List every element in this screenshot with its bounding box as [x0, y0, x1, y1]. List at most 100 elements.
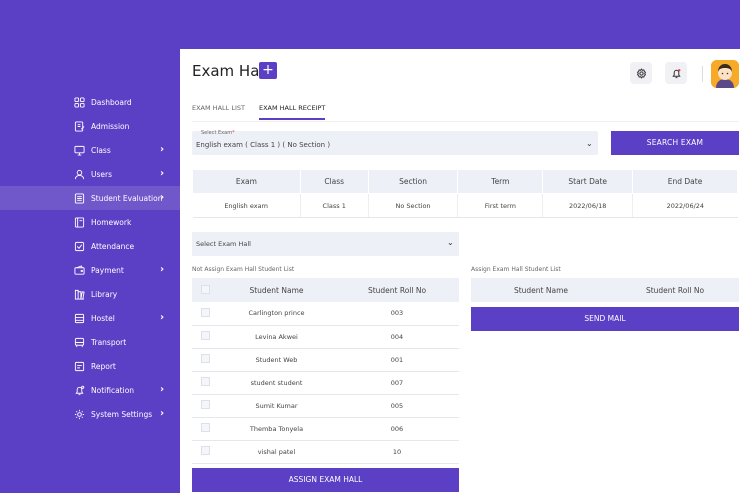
tab-exam-hall-receipt[interactable]: EXAM HALL RECEIPT	[258, 104, 326, 120]
class-icon	[74, 145, 85, 156]
sidebar-item-homework[interactable]: Homework	[0, 210, 180, 234]
table-row: Carlington prince 003	[192, 302, 459, 326]
tabs-divider	[192, 121, 738, 122]
row-checkbox[interactable]	[200, 331, 210, 340]
evaluation-icon	[74, 192, 85, 204]
table-cell: 2022/06/18	[542, 193, 634, 218]
tabs: EXAM HALL LIST EXAM HALL RECEIPT	[192, 104, 339, 120]
chevron-right-icon: ›	[160, 264, 165, 275]
assign-exam-hall-button[interactable]: ASSIGN EXAM HALL	[192, 468, 459, 492]
not-assigned-student-table: Student Name Student Roll No Carlington …	[192, 278, 459, 464]
settings-button[interactable]	[630, 62, 652, 84]
student-name: student student	[218, 371, 335, 395]
exam-hall-select[interactable]: Select Exam Hall ⌄	[192, 232, 459, 256]
add-exam-hall-button[interactable]: +	[259, 62, 277, 79]
table-row: student student 007	[192, 371, 459, 395]
sidebar-item-label: Attendance	[91, 241, 135, 251]
checkbox-cell	[192, 440, 218, 464]
checkbox-cell	[192, 348, 218, 372]
tab-exam-hall-list[interactable]: EXAM HALL LIST	[192, 104, 245, 112]
table-cell: English exam	[192, 193, 301, 218]
sidebar-item-attendance[interactable]: Attendance	[0, 234, 180, 258]
sidebar-item-system-settings[interactable]: System Settings ›	[0, 402, 180, 426]
table-cell: Class 1	[300, 193, 369, 218]
sidebar-item-label: Admission	[91, 121, 130, 131]
column-header: Student Name	[471, 278, 611, 302]
chevron-down-icon: ⌄	[586, 139, 593, 148]
chevron-right-icon: ›	[160, 408, 165, 419]
student-roll: 004	[335, 325, 459, 349]
chevron-right-icon: ›	[160, 192, 165, 203]
row-checkbox[interactable]	[200, 400, 210, 409]
table-header-row: Exam Class Section Term Start Date End D…	[192, 169, 738, 194]
table-row: Sumit Kumar 005	[192, 394, 459, 418]
sidebar-item-hostel[interactable]: Hostel ›	[0, 306, 180, 330]
sidebar-item-label: Report	[91, 361, 116, 371]
sidebar-item-label: Class	[91, 145, 111, 155]
sidebar-item-label: Transport	[91, 337, 127, 347]
sidebar-item-label: Library	[91, 289, 118, 299]
user-avatar-icon	[711, 60, 739, 88]
users-icon	[74, 169, 85, 180]
column-header: Class	[299, 169, 369, 194]
dashboard-icon	[74, 96, 85, 108]
row-checkbox[interactable]	[200, 354, 210, 363]
sidebar-item-library[interactable]: Library	[0, 282, 180, 306]
transport-icon	[74, 337, 85, 348]
settings-icon	[74, 409, 85, 420]
row-checkbox[interactable]	[200, 423, 210, 432]
sidebar-item-users[interactable]: Users ›	[0, 162, 180, 186]
table-cell: 2022/06/24	[632, 193, 738, 218]
bell-icon	[671, 64, 682, 83]
column-header: End Date	[632, 169, 738, 194]
sidebar-item-dashboard[interactable]: Dashboard	[0, 90, 180, 114]
column-header: Section	[367, 169, 459, 194]
sidebar-item-admission[interactable]: Admission	[0, 114, 180, 138]
header-divider	[702, 66, 703, 82]
row-checkbox[interactable]	[200, 446, 210, 455]
table-cell: No Section	[368, 193, 459, 218]
student-name: Student Web	[218, 348, 335, 372]
row-checkbox[interactable]	[200, 307, 210, 317]
student-name: Sumit Kumar	[218, 394, 335, 418]
row-checkbox[interactable]	[200, 377, 210, 386]
checkbox-cell	[192, 394, 218, 418]
main-panel: Exam Hall + EXAM HALL LIST EXAM HALL REC…	[180, 49, 740, 493]
student-roll: 10	[335, 440, 459, 464]
exam-select-label: Select Exam*	[201, 130, 235, 136]
sidebar-item-label: Users	[91, 169, 113, 179]
sidebar-item-payment[interactable]: Payment ›	[0, 258, 180, 282]
attendance-icon	[74, 241, 85, 252]
exam-select[interactable]: Select Exam* English exam ( Class 1 ) ( …	[192, 130, 598, 155]
table-row: Levina Akwei 004	[192, 325, 459, 349]
student-roll: 005	[335, 394, 459, 418]
sidebar-item-report[interactable]: Report	[0, 354, 180, 378]
library-icon	[74, 289, 85, 300]
sidebar-item-class[interactable]: Class ›	[0, 138, 180, 162]
checkbox-cell	[192, 302, 218, 326]
sidebar-item-student-evaluation[interactable]: Student Evaluation ›	[0, 186, 180, 210]
column-header: Student Roll No	[611, 278, 739, 302]
hostel-icon	[74, 313, 85, 324]
sidebar-item-label: Payment	[91, 265, 124, 275]
report-icon	[74, 361, 85, 372]
column-header: Student Name	[218, 278, 335, 302]
student-name: Carlington prince	[218, 302, 335, 326]
homework-icon	[74, 216, 85, 228]
table-header-row: Student Name Student Roll No	[192, 278, 459, 302]
student-roll: 003	[335, 302, 459, 326]
chevron-right-icon: ›	[160, 312, 165, 323]
sidebar-item-notification[interactable]: Notification ›	[0, 378, 180, 402]
search-exam-button[interactable]: SEARCH EXAM	[611, 131, 739, 155]
select-all-checkbox[interactable]	[200, 284, 210, 294]
column-header: Term	[457, 169, 544, 194]
chevron-right-icon: ›	[160, 168, 165, 179]
student-name: Levina Akwei	[218, 325, 335, 349]
notifications-button[interactable]	[665, 62, 687, 84]
avatar[interactable]	[711, 60, 739, 88]
send-mail-button[interactable]: SEND MAIL	[471, 307, 739, 331]
chevron-right-icon: ›	[160, 144, 165, 155]
sidebar-item-label: Hostel	[91, 313, 115, 323]
student-roll: 007	[335, 371, 459, 395]
sidebar-item-transport[interactable]: Transport	[0, 330, 180, 354]
